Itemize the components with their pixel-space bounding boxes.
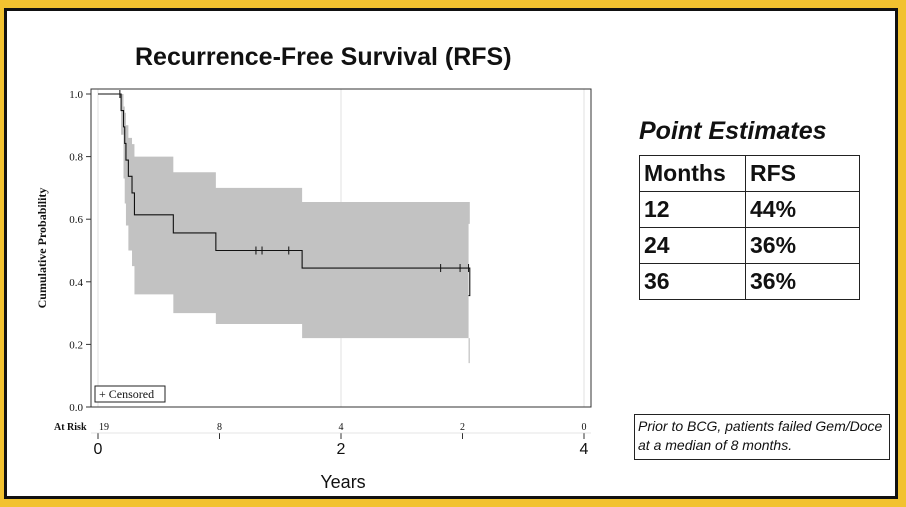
y-tick-label: 1.0 xyxy=(69,89,83,101)
cell-rfs: 36% xyxy=(745,263,860,300)
header-months: Months xyxy=(639,155,746,192)
x-axis-label: Years xyxy=(320,472,365,492)
at-risk-count: 8 xyxy=(217,422,222,433)
at-risk-count: 19 xyxy=(99,422,109,433)
table-header-row: Months RFS xyxy=(639,155,860,192)
x-tick-label: 0 xyxy=(94,441,103,458)
y-tick-label: 0.4 xyxy=(69,277,83,289)
y-tick-label: 0.8 xyxy=(69,152,83,164)
cell-months: 12 xyxy=(639,191,746,228)
survival-curve xyxy=(98,93,471,297)
legend-box xyxy=(94,385,166,403)
y-tick-label: 0.2 xyxy=(69,339,83,351)
plot-frame xyxy=(90,88,592,408)
km-plot: 0.0 0.2 0.4 0.6 0.8 1.0 Cumulative Probability… xyxy=(35,88,592,492)
cell-months: 24 xyxy=(639,227,746,264)
x-tick-label: 4 xyxy=(580,441,589,458)
y-tick-label: 0.6 xyxy=(69,214,83,226)
x-tick-label: 2 xyxy=(337,441,346,458)
point-estimates-table: Months RFS 12 44% 24 36% 36 36% xyxy=(639,155,860,300)
table-row: 12 44% xyxy=(639,191,860,228)
legend-censored-label: + Censored xyxy=(99,387,154,401)
y-tick-label: 0.0 xyxy=(69,402,83,414)
point-estimates-title: Point Estimates xyxy=(639,117,827,145)
cell-rfs: 44% xyxy=(745,191,860,228)
table-row: 36 36% xyxy=(639,263,860,300)
cell-months: 36 xyxy=(639,263,746,300)
at-risk-count: 0 xyxy=(582,422,587,433)
slide: Recurrence-Free Survival (RFS) 0.0 0.2 0.4… xyxy=(4,8,898,499)
chart-title: Recurrence-Free Survival (RFS) xyxy=(135,43,512,71)
at-risk-label: At Risk xyxy=(54,422,87,433)
confidence-band xyxy=(98,94,470,364)
table-row: 24 36% xyxy=(639,227,860,264)
at-risk-count: 4 xyxy=(339,422,344,433)
y-axis-label: Cumulative Probability xyxy=(35,188,49,309)
cell-rfs: 36% xyxy=(745,227,860,264)
at-risk-count: 2 xyxy=(460,422,465,433)
note-box: Prior to BCG, patients failed Gem/Doce a… xyxy=(634,414,890,460)
header-rfs: RFS xyxy=(745,155,860,192)
